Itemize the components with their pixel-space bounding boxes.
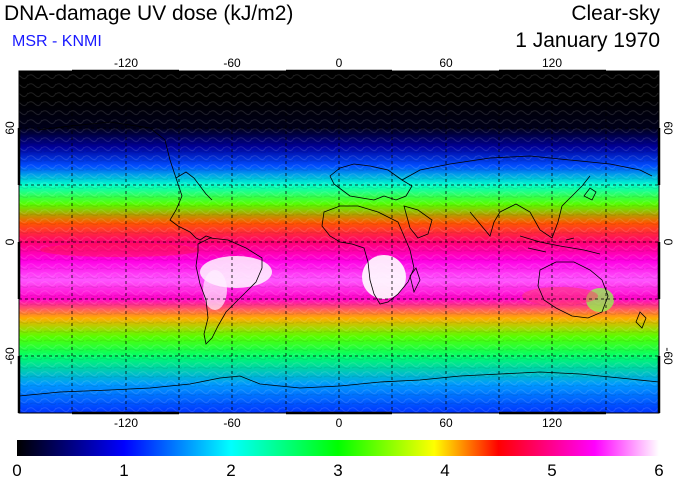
colorbar-labels: 0 1 2 3 4 5 6 — [12, 461, 663, 480]
lon-tick-label: 120 — [542, 56, 562, 70]
lat-tick-label: 60 — [3, 121, 17, 135]
lon-tick-label: -120 — [114, 56, 138, 70]
lon-ticks-bottom: -120 -60 0 60 120 — [114, 416, 562, 430]
lon-tick-label: 120 — [542, 416, 562, 430]
colorbar-label: 6 — [654, 461, 663, 480]
colorbar-label: 5 — [547, 461, 556, 480]
lat-tick-label: -60 — [3, 347, 17, 365]
hotspot-regions — [40, 243, 614, 312]
coast-south-america — [195, 237, 263, 345]
map-frame — [17, 69, 661, 415]
coast-madagascar — [409, 267, 421, 294]
sky-condition-label: Clear-sky — [571, 2, 660, 25]
coast-africa — [321, 205, 415, 305]
coast-asia — [401, 155, 653, 239]
lat-ticks-right: 60 0 -60 — [661, 121, 675, 365]
map-title: DNA-damage UV dose (kJ/m2) — [4, 2, 294, 25]
red-patch-indian-ocean — [522, 287, 598, 305]
lon-tick-label: -60 — [223, 416, 241, 430]
lat-tick-label: -60 — [661, 347, 675, 365]
coast-indonesia — [519, 235, 601, 255]
lon-ticks-top: -120 -60 0 60 120 — [114, 56, 562, 70]
lon-tick-label: 0 — [336, 56, 343, 70]
lon-tick-label: -60 — [223, 56, 241, 70]
lon-tick-label: 60 — [439, 416, 453, 430]
colorbar-label: 1 — [119, 461, 128, 480]
colorbar-label: 0 — [12, 461, 21, 480]
lon-tick-label: 60 — [439, 56, 453, 70]
colorbar — [17, 440, 659, 456]
hotspot-southern-africa — [362, 255, 406, 299]
red-band-pacific — [40, 243, 200, 257]
source-label: MSR - KNMI — [12, 33, 102, 50]
lon-tick-label: -120 — [114, 416, 138, 430]
coast-antarctica — [19, 371, 659, 397]
lat-ticks-left: 60 0 -60 — [3, 121, 17, 365]
coast-europe — [329, 163, 413, 201]
colorbar-label: 2 — [226, 461, 235, 480]
coast-new-zealand — [635, 311, 647, 329]
lat-tick-label: 0 — [661, 239, 675, 246]
date-label: 1 January 1970 — [515, 29, 660, 52]
graticule — [19, 71, 659, 413]
coast-central-america — [199, 235, 213, 241]
colorbar-label: 4 — [440, 461, 449, 480]
coast-arabia — [403, 205, 433, 239]
coast-japan — [583, 187, 597, 201]
colorbar-label: 3 — [333, 461, 342, 480]
coast-australia — [537, 261, 609, 319]
hotspot-andes — [203, 270, 227, 310]
lat-tick-label: 0 — [3, 238, 17, 245]
lon-tick-label: 0 — [336, 416, 343, 430]
lat-tick-label: 60 — [661, 121, 675, 135]
